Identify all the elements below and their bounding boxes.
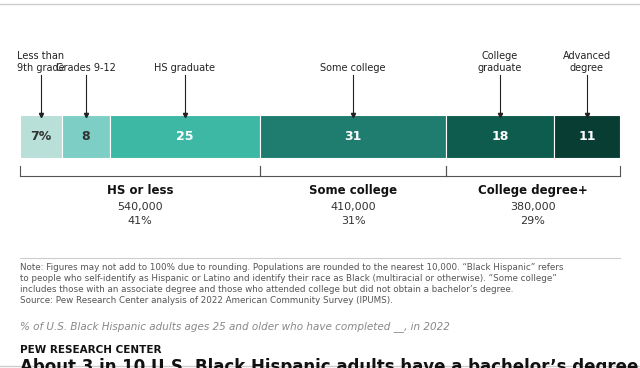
Text: Less than
9th grade: Less than 9th grade [17, 51, 65, 73]
Bar [446, 115, 554, 158]
Text: % of U.S. Black Hispanic adults ages 25 and older who have completed __, in 2022: % of U.S. Black Hispanic adults ages 25 … [20, 321, 450, 332]
Text: 380,000: 380,000 [510, 202, 556, 212]
Text: PEW RESEARCH CENTER: PEW RESEARCH CENTER [20, 345, 161, 355]
Text: 540,000: 540,000 [117, 202, 163, 212]
Text: Some college: Some college [309, 184, 397, 197]
Text: 410,000: 410,000 [330, 202, 376, 212]
Text: College degree+: College degree+ [478, 184, 588, 197]
Text: Source: Pew Research Center analysis of 2022 American Community Survey (IPUMS).: Source: Pew Research Center analysis of … [20, 296, 393, 305]
Text: Some college: Some college [320, 63, 386, 73]
Text: About 3 in 10 U.S. Black Hispanic adults have a bachelor’s degree or higher: About 3 in 10 U.S. Black Hispanic adults… [20, 358, 640, 368]
Text: Grades 9-12: Grades 9-12 [56, 63, 116, 73]
Bar [20, 115, 62, 158]
Bar [260, 115, 446, 158]
Text: 29%: 29% [520, 216, 545, 226]
Text: HS graduate: HS graduate [154, 63, 216, 73]
Text: Advanced
degree: Advanced degree [563, 51, 611, 73]
Text: 8: 8 [82, 130, 90, 143]
Text: 41%: 41% [127, 216, 152, 226]
Text: includes those with an associate degree and those who attended college but did n: includes those with an associate degree … [20, 285, 513, 294]
Text: College
graduate: College graduate [478, 51, 522, 73]
Text: Note: Figures may not add to 100% due to rounding. Populations are rounded to th: Note: Figures may not add to 100% due to… [20, 263, 563, 272]
Text: 18: 18 [492, 130, 509, 143]
Text: 11: 11 [579, 130, 596, 143]
Text: HS or less: HS or less [107, 184, 173, 197]
Bar [554, 115, 620, 158]
Bar [110, 115, 260, 158]
Text: 25: 25 [176, 130, 194, 143]
Text: 7%: 7% [30, 130, 52, 143]
Text: to people who self-identify as Hispanic or Latino and identify their race as Bla: to people who self-identify as Hispanic … [20, 274, 557, 283]
Text: 31: 31 [344, 130, 362, 143]
Bar [62, 115, 110, 158]
Text: 31%: 31% [340, 216, 365, 226]
